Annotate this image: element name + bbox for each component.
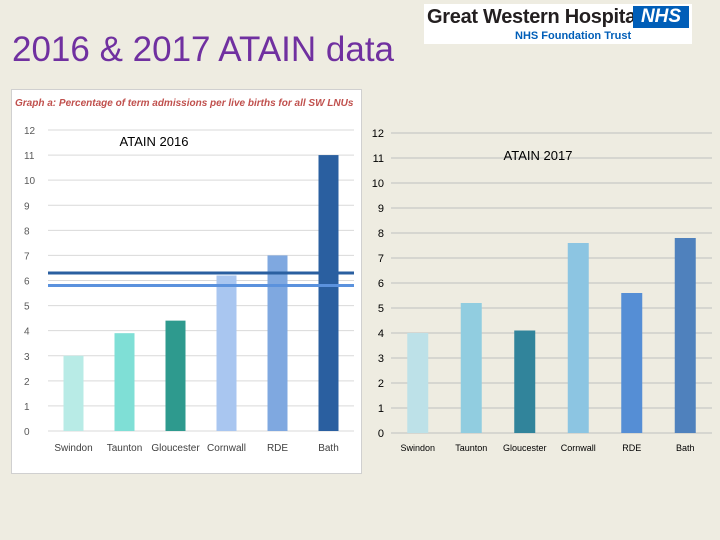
chart-2016-x-tick-label: Bath: [318, 443, 339, 454]
slide-title: 2016 & 2017 ATAIN data: [12, 30, 395, 69]
chart-2017-bar: [407, 333, 429, 433]
chart-2016-y-tick-label: 0: [24, 427, 30, 438]
nhs-badge: NHS: [633, 6, 689, 28]
chart-2016-y-tick-label: 1: [24, 402, 30, 413]
chart-2016-subtitle: ATAIN 2016: [120, 134, 189, 149]
chart-2016-y-tick-label: 6: [24, 277, 30, 288]
chart-2016-bar: [165, 320, 186, 431]
chart-2017-y-tick-label: 2: [378, 378, 384, 390]
chart-2016-y-tick-label: 11: [24, 151, 35, 162]
chart-2016-x-tick-label: Taunton: [107, 443, 143, 454]
logo-subtitle: NHS Foundation Trust: [515, 30, 632, 42]
chart-2017-x-tick-label: Taunton: [455, 443, 487, 453]
chart-2016-bar: [63, 355, 84, 431]
chart-atain-2017: 0 1 2 3 4 5 6 7 8 9 10 11 12 Swindon Taunton Gloucester…: [364, 121, 716, 461]
chart-2017-bar: [621, 293, 643, 433]
chart-2017-y-tick-label: 9: [378, 203, 384, 215]
chart-2016-y-tick-label: 10: [24, 176, 36, 187]
chart-2017-x-tick-label: Cornwall: [561, 443, 596, 453]
chart-2017-y-tick-label: 11: [373, 153, 384, 165]
chart-2017-bar: [460, 303, 482, 433]
chart-2017-bar: [674, 238, 696, 433]
chart-2017-y-tick-label: 1: [378, 403, 384, 415]
chart-2017-x-tick-label: Gloucester: [503, 443, 547, 453]
chart-2017-y-tick-label: 5: [378, 303, 384, 315]
chart-2016-title: Graph a: Percentage of term admissions p…: [15, 98, 354, 109]
chart-2017-x-tick-label: Bath: [676, 443, 695, 453]
chart-2017-y-tick-label: 10: [372, 178, 384, 190]
chart-2016-y-tick-label: 7: [24, 251, 30, 262]
chart-2017-bar: [567, 243, 589, 433]
chart-2016-bar: [216, 275, 237, 431]
chart-2016-bar: [267, 255, 288, 431]
chart-2017-y-tick-label: 12: [372, 128, 384, 140]
chart-2017-y-tick-label: 4: [378, 328, 384, 340]
chart-2016-x-tick-label: Swindon: [54, 443, 92, 454]
chart-atain-2016: Graph a: Percentage of term admissions p…: [11, 89, 362, 474]
chart-2017-y-tick-label: 8: [378, 228, 384, 240]
chart-2016-x-tick-label: Gloucester: [151, 443, 200, 454]
chart-2017-x-tick-label: RDE: [622, 443, 641, 453]
chart-2017-bar: [514, 330, 536, 433]
chart-2016-bar: [114, 333, 135, 431]
chart-2017-y-tick-label: 6: [378, 278, 384, 290]
chart-2016-y-tick-label: 5: [24, 302, 30, 313]
chart-2016-y-tick-label: 9: [24, 201, 30, 212]
chart-2016-x-tick-label: Cornwall: [207, 443, 246, 454]
chart-2017-x-tick-label: Swindon: [400, 443, 435, 453]
chart-2016-svg: Graph a: Percentage of term admissions p…: [15, 98, 354, 454]
chart-2016-x-tick-label: RDE: [267, 443, 288, 454]
logo-name: Great Western Hospitals: [427, 6, 653, 28]
chart-2017-y-tick-label: 3: [378, 353, 384, 365]
chart-2016-bar: [318, 155, 339, 431]
hospital-logo: Great Western Hospitals NHS NHS Foundati…: [424, 4, 692, 44]
chart-2016-y-tick-label: 4: [24, 327, 30, 338]
chart-2016-y-tick-label: 2: [24, 377, 30, 388]
chart-2016-y-tick-label: 12: [24, 126, 36, 137]
chart-2016-y-tick-label: 8: [24, 226, 30, 237]
chart-2017-title: ATAIN 2017: [504, 148, 573, 163]
chart-2017-y-tick-label: 7: [378, 253, 384, 265]
chart-2016-y-tick-label: 3: [24, 352, 30, 363]
chart-2017-y-tick-label: 0: [378, 428, 384, 440]
